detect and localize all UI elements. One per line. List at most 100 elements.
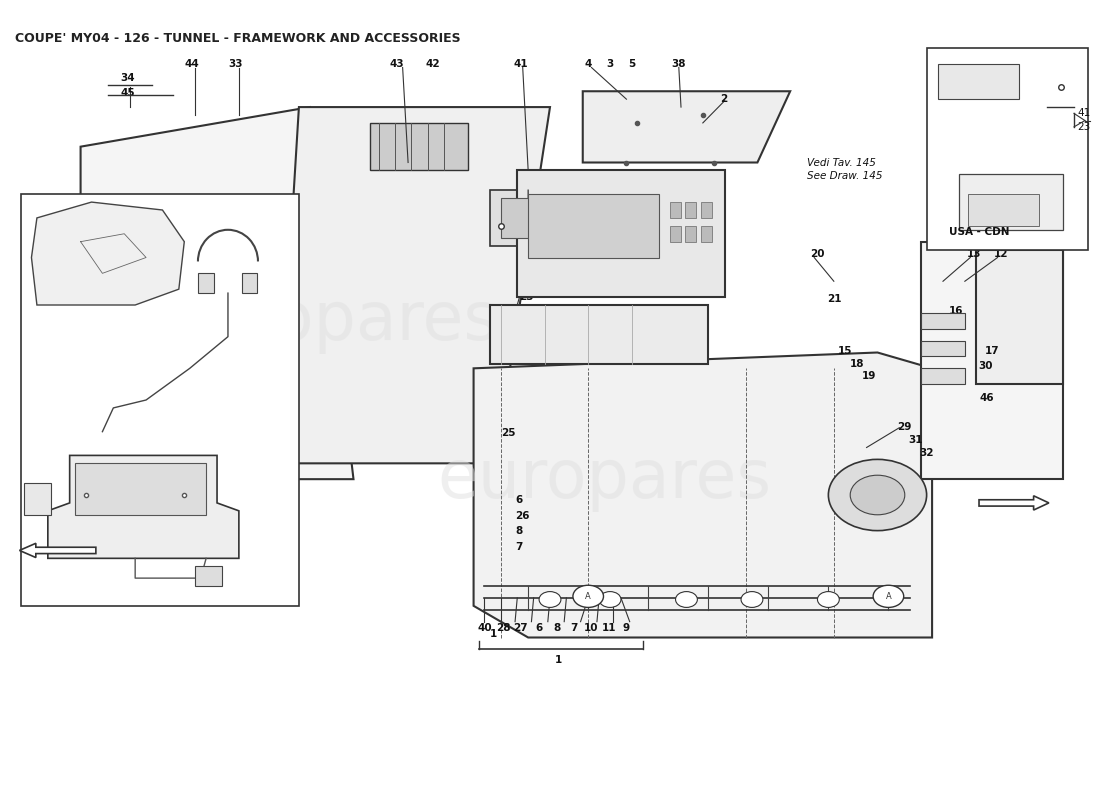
Text: 19: 19	[862, 371, 877, 382]
Bar	[701, 226, 712, 242]
Bar	[921, 368, 965, 384]
Bar	[490, 190, 566, 246]
Bar	[500, 198, 556, 238]
Bar	[937, 63, 1020, 99]
Ellipse shape	[119, 210, 195, 305]
Text: 8: 8	[553, 623, 560, 634]
Text: 34: 34	[120, 74, 135, 83]
Text: 21: 21	[827, 294, 842, 304]
Bar	[528, 194, 659, 258]
Text: 13: 13	[967, 249, 981, 258]
Text: 46: 46	[979, 394, 993, 403]
Polygon shape	[976, 250, 1063, 384]
Text: 6: 6	[536, 623, 542, 634]
Bar	[670, 202, 681, 218]
Text: A: A	[585, 592, 591, 601]
Bar	[968, 194, 1040, 226]
Text: 3: 3	[606, 59, 614, 69]
Text: 25: 25	[519, 264, 534, 274]
Text: 31: 31	[909, 434, 923, 445]
Text: Vedi anche Tav. 119: Vedi anche Tav. 119	[29, 357, 128, 367]
Text: 10: 10	[584, 623, 598, 634]
Text: 7: 7	[570, 623, 578, 634]
Text: See also Draw. 119: See also Draw. 119	[29, 371, 124, 382]
Polygon shape	[474, 353, 932, 638]
Bar	[195, 566, 222, 586]
Text: europares: europares	[165, 288, 498, 354]
Text: 4: 4	[584, 59, 592, 69]
Text: 28: 28	[496, 623, 510, 634]
Text: 33: 33	[229, 59, 243, 69]
Text: USA - CDN: USA - CDN	[949, 227, 1010, 238]
Bar	[242, 274, 257, 293]
Bar	[921, 313, 965, 329]
Polygon shape	[47, 455, 239, 558]
Text: 42: 42	[94, 266, 108, 276]
Text: 48: 48	[222, 278, 238, 288]
Text: 43: 43	[94, 250, 108, 260]
Polygon shape	[32, 202, 185, 305]
Text: OPT. TELEPHONE: OPT. TELEPHONE	[58, 586, 170, 600]
FancyArrow shape	[20, 543, 96, 558]
Text: 15: 15	[838, 346, 853, 356]
FancyBboxPatch shape	[21, 194, 299, 606]
Text: 23: 23	[1077, 122, 1090, 132]
Text: 22: 22	[554, 191, 569, 202]
Text: 26: 26	[515, 510, 529, 521]
Bar	[24, 483, 51, 514]
Text: 40: 40	[477, 623, 492, 634]
FancyArrow shape	[979, 496, 1049, 510]
Circle shape	[873, 586, 904, 607]
Polygon shape	[583, 91, 790, 162]
Circle shape	[539, 591, 561, 607]
Bar	[198, 274, 213, 293]
Text: 17: 17	[984, 346, 999, 356]
Text: 38: 38	[672, 59, 686, 69]
Text: A: A	[886, 592, 891, 601]
Text: 49: 49	[108, 481, 122, 490]
Text: 9: 9	[623, 623, 630, 634]
Circle shape	[741, 591, 763, 607]
Text: 37: 37	[222, 511, 238, 522]
Text: 20: 20	[810, 249, 824, 258]
Circle shape	[817, 591, 839, 607]
Text: 44: 44	[185, 59, 199, 69]
Circle shape	[850, 475, 905, 514]
Bar	[75, 463, 206, 514]
Text: 27: 27	[514, 623, 528, 634]
Text: 29: 29	[898, 422, 912, 432]
Text: 47: 47	[222, 446, 238, 457]
Text: 36: 36	[222, 494, 236, 505]
Text: 30: 30	[978, 361, 992, 371]
Circle shape	[675, 591, 697, 607]
Circle shape	[573, 586, 604, 607]
Text: 38: 38	[222, 462, 236, 472]
Polygon shape	[277, 107, 550, 463]
Text: 11: 11	[602, 623, 616, 634]
Text: 25: 25	[500, 428, 516, 438]
Text: 32: 32	[918, 448, 934, 458]
Text: 2: 2	[720, 94, 727, 104]
Text: 8: 8	[515, 526, 522, 537]
Bar	[370, 123, 469, 170]
Text: See Draw. 145: See Draw. 145	[806, 171, 882, 181]
Bar	[670, 226, 681, 242]
Text: 43: 43	[389, 59, 405, 69]
Text: 16: 16	[948, 306, 962, 316]
Bar	[921, 341, 965, 357]
Text: 5: 5	[628, 59, 636, 69]
Bar	[517, 170, 725, 297]
Text: 24: 24	[554, 176, 569, 186]
Text: 42: 42	[426, 59, 440, 69]
Bar	[701, 202, 712, 218]
Text: europares: europares	[438, 446, 771, 512]
Text: Vedi Tav. 145: Vedi Tav. 145	[806, 158, 876, 167]
Bar	[685, 226, 696, 242]
Text: 41: 41	[514, 59, 528, 69]
Text: 6: 6	[515, 494, 522, 505]
Text: 1: 1	[490, 630, 497, 639]
Text: 23: 23	[519, 292, 534, 302]
Text: 2: 2	[222, 478, 230, 488]
Text: 39: 39	[519, 278, 534, 288]
FancyBboxPatch shape	[926, 48, 1088, 250]
